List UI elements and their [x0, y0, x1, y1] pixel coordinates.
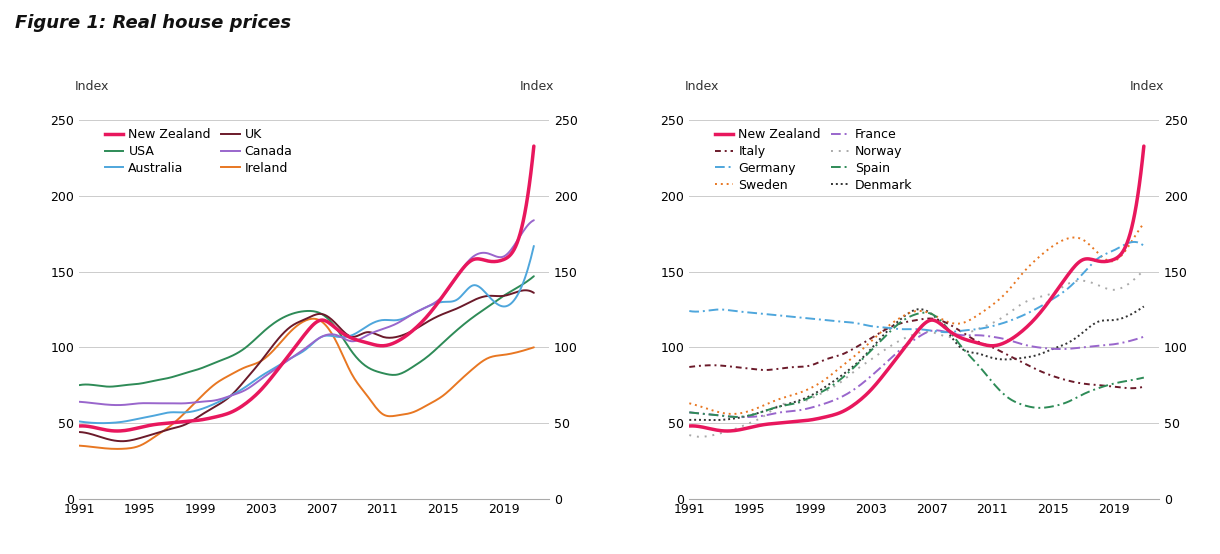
Legend: New Zealand, Italy, Germany, Sweden, France, Norway, Spain, Denmark: New Zealand, Italy, Germany, Sweden, Fra… — [710, 124, 917, 197]
Legend: New Zealand, USA, Australia, UK, Canada, Ireland: New Zealand, USA, Australia, UK, Canada,… — [100, 124, 298, 180]
Text: Index: Index — [520, 80, 554, 94]
Text: Figure 1: Real house prices: Figure 1: Real house prices — [15, 14, 290, 32]
Text: Index: Index — [1130, 80, 1164, 94]
Text: Index: Index — [684, 80, 719, 94]
Text: Index: Index — [74, 80, 109, 94]
